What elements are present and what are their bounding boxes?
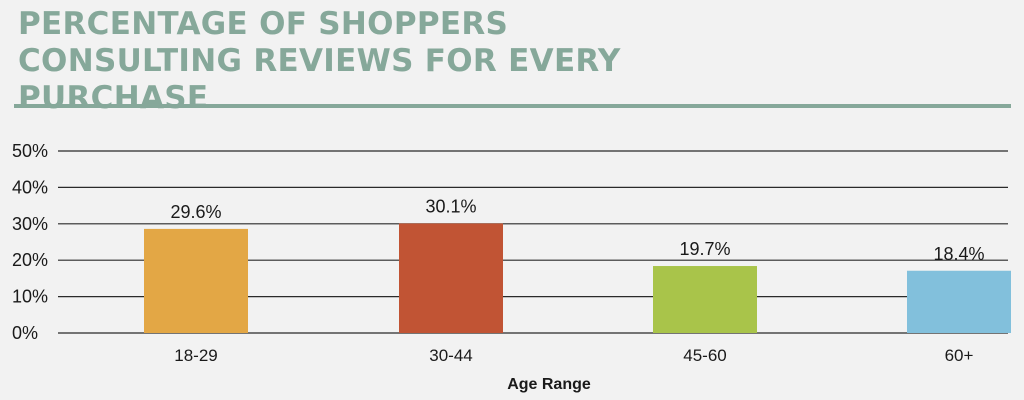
labels: 0% 10% 20% 30% 40% 50% 29.6% 18-29 30.1% 30-44 19.…	[12, 141, 985, 365]
title-divider	[14, 104, 1011, 108]
data-label: 29.6%	[170, 202, 221, 222]
y-tick-label: 40%	[12, 177, 48, 197]
x-tick-label: 30-44	[429, 346, 472, 365]
bars	[144, 223, 1011, 333]
x-tick-label: 45-60	[683, 346, 726, 365]
data-label: 30.1%	[425, 196, 476, 216]
x-tick-label: 18-29	[174, 346, 217, 365]
bar-30-44	[399, 223, 503, 333]
bar-18-29	[144, 228, 248, 333]
data-label: 19.7%	[679, 239, 730, 259]
y-tick-label: 10%	[12, 287, 48, 307]
x-axis-title: Age Range	[507, 376, 591, 393]
y-tick-label: 50%	[12, 141, 48, 161]
data-label: 18.4%	[933, 244, 984, 264]
y-tick-label: 30%	[12, 214, 48, 234]
x-tick-label: 60+	[945, 346, 974, 365]
y-tick-label: 20%	[12, 250, 48, 270]
y-tick-label: 0%	[12, 323, 38, 343]
gridlines	[58, 150, 1008, 334]
chart-title: PERCENTAGE OF SHOPPERS CONSULTING REVIEW…	[18, 6, 621, 116]
bar-60+	[907, 270, 1011, 333]
bar-45-60	[653, 266, 757, 333]
